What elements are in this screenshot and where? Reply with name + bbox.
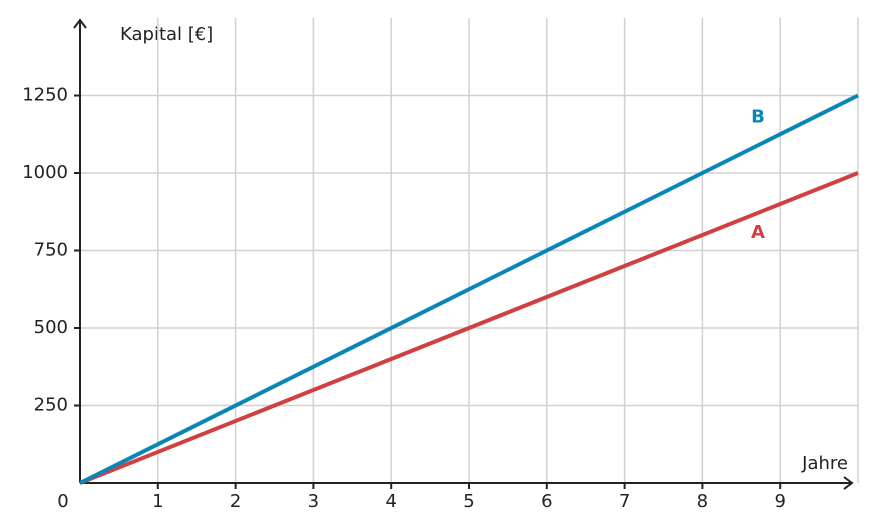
y-axis-label: Kapital [€] (120, 24, 213, 45)
x-tick-label: 9 (774, 491, 785, 512)
y-tick-label: 250 (34, 395, 68, 416)
x-tick-label: 2 (230, 491, 241, 512)
x-tick-label: 8 (697, 491, 708, 512)
x-tick-label: 4 (385, 491, 396, 512)
y-tick-label: 1000 (22, 162, 68, 183)
x-tick-label: 1 (152, 491, 163, 512)
x-tick-label: 5 (463, 491, 474, 512)
x-tick-label: 0 (57, 491, 68, 512)
x-tick-label: 6 (541, 491, 552, 512)
legend-label: B (751, 107, 765, 128)
series-line (79, 93, 859, 485)
y-axis-arrow (73, 18, 87, 29)
x-axis-label: Jahre (801, 453, 848, 474)
y-tick-label: 750 (34, 240, 68, 261)
y-tick-label: 500 (34, 317, 68, 338)
x-axis-arrow (843, 476, 854, 490)
legend-label: A (751, 222, 765, 243)
x-tick-label: 7 (619, 491, 630, 512)
y-tick-label: 1250 (22, 85, 68, 106)
x-tick-label: 3 (308, 491, 319, 512)
series-line (79, 171, 859, 485)
